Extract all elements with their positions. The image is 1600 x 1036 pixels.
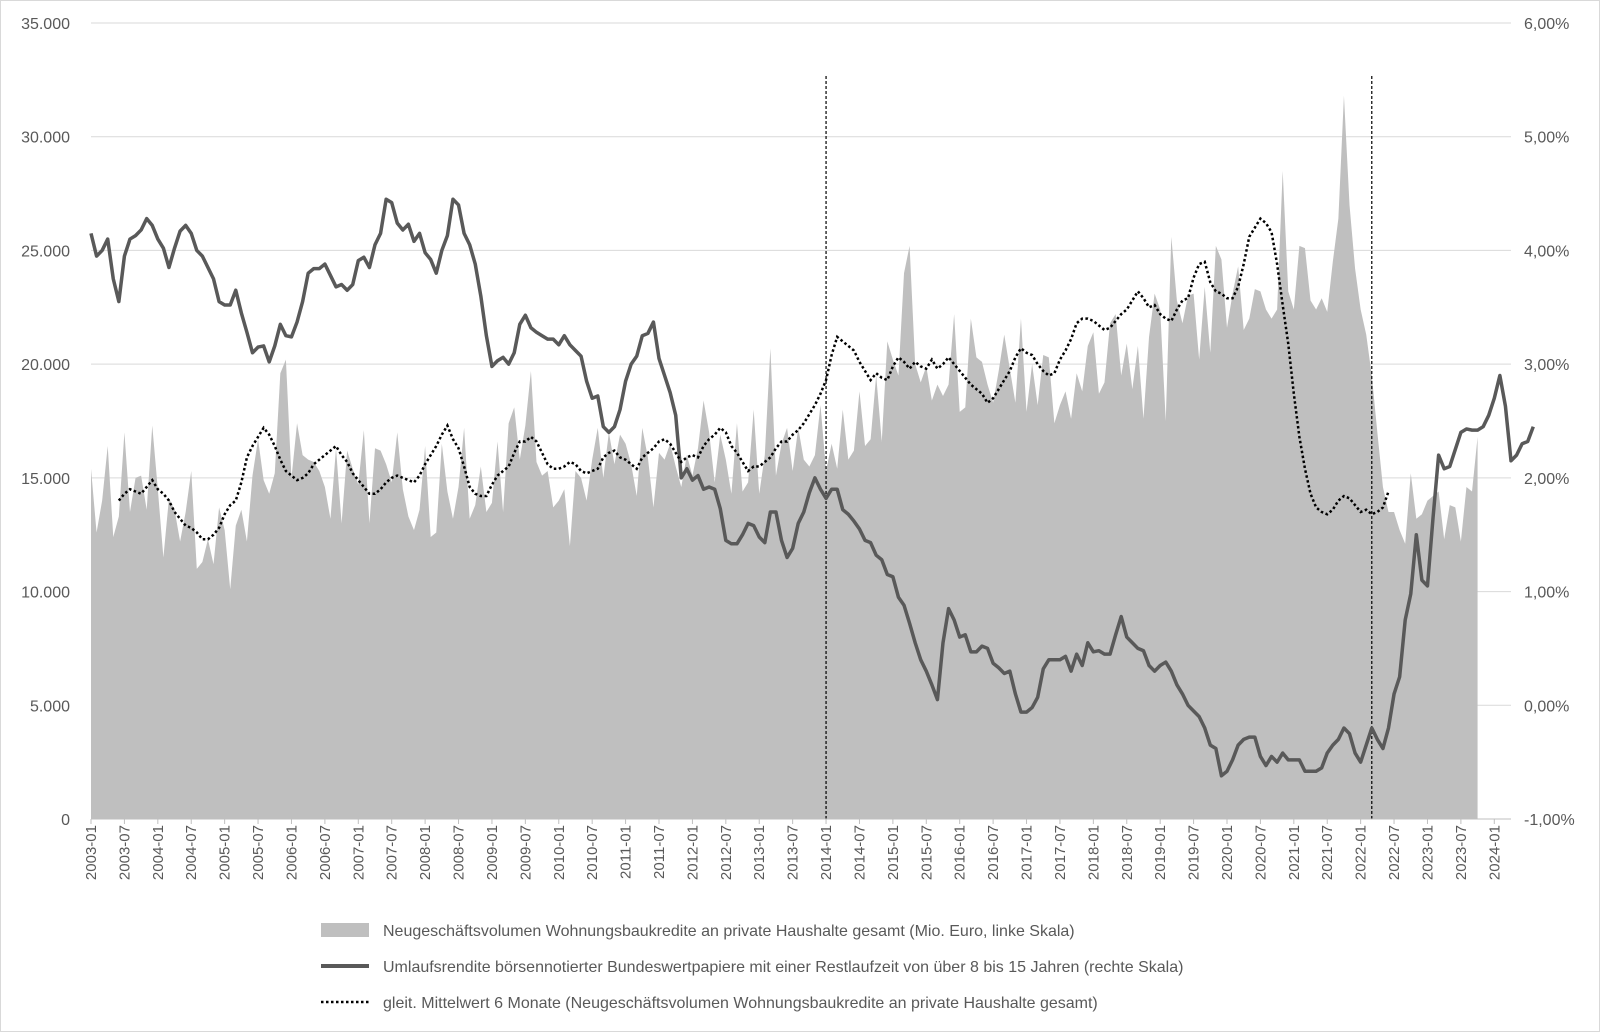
legend-label-moving-average: gleit. Mittelwert 6 Monate (Neugeschäfts… — [383, 995, 1098, 1012]
y-right-tick-label: 6,00% — [1524, 16, 1569, 33]
y-right-tick-label: 4,00% — [1524, 243, 1569, 260]
x-tick-label: 2007-01 — [350, 825, 367, 880]
x-tick-label: 2015-01 — [885, 825, 902, 880]
x-tick-label: 2013-07 — [785, 825, 802, 880]
area-series — [91, 95, 1478, 819]
x-tick-label: 2003-07 — [116, 825, 133, 880]
x-tick-label: 2011-07 — [651, 825, 668, 879]
series-line-moving-average — [117, 216, 1390, 541]
x-tick-label: 2005-01 — [217, 825, 234, 880]
x-tick-label: 2018-01 — [1085, 825, 1102, 880]
x-tick-label: 2023-01 — [1419, 825, 1436, 880]
x-tick-label: 2018-07 — [1119, 825, 1136, 880]
y-left-tick-label: 0 — [61, 812, 70, 829]
series-area-neugeschaeftsvolumen — [91, 95, 1478, 819]
vertical-markers — [825, 76, 1373, 819]
y-left-tick-label: 5.000 — [30, 698, 70, 715]
legend: Neugeschäftsvolumen Wohnungsbaukredite a… — [321, 923, 1183, 1012]
x-tick-label: 2006-07 — [317, 825, 334, 880]
y-left-tick-label: 10.000 — [21, 585, 70, 602]
series-line-umlaufsrendite — [89, 197, 1535, 778]
y-right-tick-label: 1,00% — [1524, 585, 1569, 602]
x-tick-label: 2005-07 — [250, 825, 267, 880]
x-tick-label: 2011-01 — [618, 825, 635, 879]
legend-label-area: Neugeschäftsvolumen Wohnungsbaukredite a… — [383, 923, 1075, 940]
x-tick-label: 2014-07 — [851, 825, 868, 880]
x-tick-label: 2021-07 — [1319, 825, 1336, 880]
x-tick-label: 2004-01 — [150, 825, 167, 880]
x-tick-label: 2009-07 — [517, 825, 534, 880]
x-tick-label: 2008-07 — [451, 825, 468, 880]
x-tick-label: 2017-01 — [1019, 825, 1036, 880]
y-left-tick-label: 20.000 — [21, 357, 70, 374]
x-tick-label: 2004-07 — [183, 825, 200, 880]
x-tick-label: 2013-01 — [751, 825, 768, 880]
x-tick-label: 2022-01 — [1353, 825, 1370, 880]
x-tick-label: 2012-01 — [684, 825, 701, 880]
x-tick-label: 2017-07 — [1052, 825, 1069, 880]
x-tick-label: 2008-01 — [417, 825, 434, 880]
y-right-tick-label: 3,00% — [1524, 357, 1569, 374]
x-tick-label: 2007-07 — [384, 825, 401, 880]
x-tick-label: 2003-01 — [83, 825, 100, 880]
x-tick-label: 2010-01 — [551, 825, 568, 880]
y-left-tick-label: 15.000 — [21, 471, 70, 488]
axes: 0 -1,00% 5.000 0,00% 10.000 1,00% 15.000 2,00% 2… — [21, 16, 1575, 880]
x-tick-label: 2020-07 — [1252, 825, 1269, 880]
legend-swatch-area — [321, 923, 369, 937]
line-series — [89, 197, 1535, 778]
y-left-tick-label: 30.000 — [21, 130, 70, 147]
x-tick-label: 2024-01 — [1486, 825, 1503, 880]
y-left-tick-label: 35.000 — [21, 16, 70, 33]
x-tick-label: 2010-07 — [584, 825, 601, 880]
y-right-tick-label: 0,00% — [1524, 698, 1569, 715]
x-tick-label: 2022-07 — [1386, 825, 1403, 880]
y-right-tick-label: 2,00% — [1524, 471, 1569, 488]
x-tick-label: 2012-07 — [718, 825, 735, 880]
y-right-tick-label: -1,00% — [1524, 812, 1575, 829]
x-tick-label: 2006-01 — [283, 825, 300, 880]
x-tick-label: 2019-01 — [1152, 825, 1169, 880]
x-tick-label: 2019-07 — [1186, 825, 1203, 880]
x-tick-label: 2020-01 — [1219, 825, 1236, 880]
x-tick-label: 2016-07 — [985, 825, 1002, 880]
x-tick-label: 2009-01 — [484, 825, 501, 880]
x-tick-label: 2023-07 — [1453, 825, 1470, 880]
x-tick-label: 2014-01 — [818, 825, 835, 880]
x-tick-label: 2015-07 — [918, 825, 935, 880]
x-tick-label: 2021-01 — [1286, 825, 1303, 880]
y-right-tick-label: 5,00% — [1524, 130, 1569, 147]
y-left-tick-label: 25.000 — [21, 243, 70, 260]
legend-label-yield: Umlaufsrendite börsennotierter Bundeswer… — [383, 959, 1183, 976]
x-tick-label: 2016-01 — [952, 825, 969, 880]
